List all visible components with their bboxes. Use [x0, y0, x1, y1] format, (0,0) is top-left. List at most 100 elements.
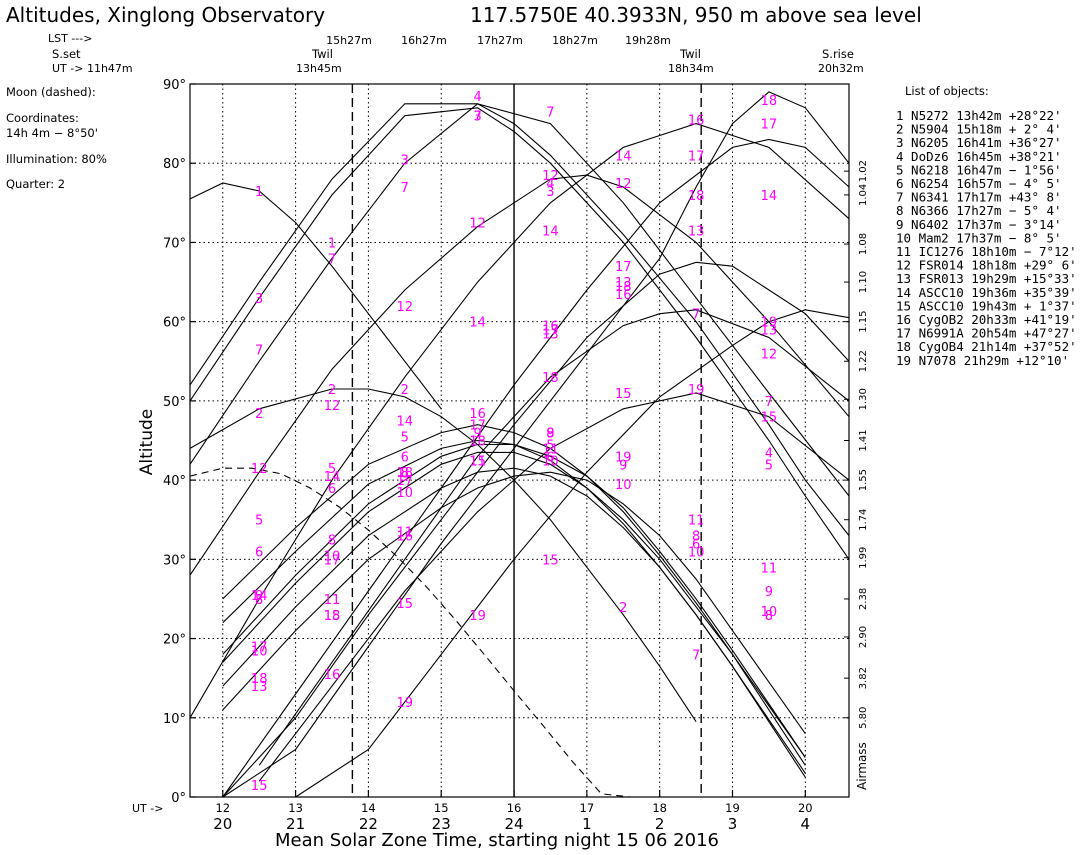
series-label-6: 6	[255, 545, 263, 560]
series-label-12: 12	[324, 399, 341, 414]
series-label-2: 2	[255, 407, 263, 422]
x-tick-label: 1	[582, 815, 592, 833]
series-label-18: 18	[251, 672, 268, 687]
x-tick-label: 2	[655, 815, 665, 833]
series-label-9: 9	[619, 458, 627, 473]
series-label-18: 18	[615, 280, 632, 295]
series-label-12: 12	[615, 177, 632, 192]
object-row: 15 ASCC10 19h43m + 1°37'	[896, 298, 1077, 313]
series-label-9: 9	[473, 427, 481, 442]
airmass-label: 2.90	[858, 626, 869, 648]
ut-top-label: UT -> 11h47m	[52, 62, 133, 75]
series-label-17: 17	[542, 324, 559, 339]
series-label-11: 11	[469, 454, 486, 469]
series-label-15: 15	[542, 553, 559, 568]
series-label-14: 14	[324, 470, 341, 485]
ut-tick-label: 19	[725, 801, 740, 815]
object-row: 14 ASCC10 19h36m +35°39'	[896, 285, 1077, 300]
series-label-6: 6	[328, 482, 336, 497]
series-label-16: 16	[688, 114, 705, 129]
moon-illumination: Illumination: 80%	[6, 152, 107, 166]
series-label-5: 5	[401, 431, 409, 446]
lst-tick-label: 19h28m	[625, 34, 671, 47]
series-label-1: 1	[328, 236, 336, 251]
moon-curve	[189, 467, 660, 798]
moon-coords-label: Coordinates:	[6, 111, 79, 125]
y-tick-label: 90°	[163, 78, 186, 93]
series-label-16: 16	[469, 407, 486, 422]
object-row: 9 N6402 17h37m − 3°14'	[896, 217, 1062, 232]
series-line-18	[222, 91, 850, 798]
series-label-14: 14	[397, 415, 414, 430]
object-row: 7 N6341 17h17m +43° 8'	[896, 190, 1062, 205]
y-tick-label: 10°	[163, 712, 186, 727]
x-tick-label: 22	[359, 815, 378, 833]
ut-tick-label: 14	[361, 801, 376, 815]
objects-title: List of objects:	[905, 84, 989, 98]
series-line-15	[258, 392, 850, 782]
srise-label: S.rise	[822, 47, 854, 61]
moon-line	[189, 467, 660, 798]
series-label-19: 19	[761, 316, 778, 331]
series-label-15: 15	[469, 454, 486, 469]
airmass-label: 1.02	[858, 160, 869, 182]
series-label-12: 12	[761, 347, 778, 362]
series-label-19: 19	[615, 450, 632, 465]
series-label-16: 16	[397, 530, 414, 545]
series-label-17: 17	[688, 149, 705, 164]
series-label-4: 4	[765, 446, 773, 461]
airmass-label: 1.99	[858, 547, 869, 569]
axes: 0°10°20°30°40°50°60°70°80°90°12201321142…	[132, 78, 869, 833]
series-label-9: 9	[765, 585, 773, 600]
series-label-7: 7	[473, 110, 481, 125]
airmass-label: 1.55	[858, 469, 869, 491]
series-label-12: 12	[397, 300, 414, 315]
series-label-7: 7	[692, 308, 700, 323]
series-label-14: 14	[469, 316, 486, 331]
series-label-7: 7	[692, 648, 700, 663]
series-label-8: 8	[328, 534, 336, 549]
series-label-1: 1	[255, 185, 263, 200]
series-line-3	[189, 107, 850, 560]
series-label-17: 17	[469, 419, 486, 434]
y-tick-label: 40°	[163, 474, 186, 489]
series-label-18: 18	[469, 435, 486, 450]
series-label-10: 10	[542, 454, 559, 469]
series-label-9: 9	[546, 427, 554, 442]
airmass-label: 1.41	[858, 429, 869, 451]
series-line-14	[189, 123, 850, 719]
series-label-16: 16	[615, 288, 632, 303]
series-label-16: 16	[542, 320, 559, 335]
series-line-10	[222, 467, 806, 774]
lst-tick-label: 16h27m	[401, 34, 447, 47]
series-line-9	[222, 443, 806, 758]
airmass-label: 1.04	[858, 184, 869, 206]
series-label-11: 11	[542, 442, 559, 457]
series-label-13: 13	[688, 225, 705, 240]
ut-tick-label: 16	[507, 801, 522, 815]
object-row: 19 N7078 21h29m +12°10'	[896, 353, 1069, 368]
object-row: 18 CygOB4 21h14m +37°52'	[896, 339, 1077, 354]
series-label-13: 13	[761, 324, 778, 339]
twil-right-label: Twil	[679, 47, 701, 61]
lst-tick-label: 17h27m	[477, 34, 523, 47]
series-label-2: 2	[619, 601, 627, 616]
twil-left-label: Twil	[311, 47, 333, 61]
objects-list: 1 N5272 13h42m +28°22' 2 N5904 15h18m + …	[896, 108, 1077, 368]
series-label-8: 8	[765, 609, 773, 624]
object-row: 11 IC1276 18h10m − 7°12'	[896, 244, 1077, 259]
series-label-7: 7	[546, 106, 554, 121]
chart-title: Altitudes, Xinglong Observatory	[6, 3, 325, 27]
ut-bottom-prefix: UT ->	[132, 802, 163, 815]
lst-tick-label: 18h27m	[552, 34, 598, 47]
series-label-15: 15	[761, 411, 778, 426]
series-label-13: 13	[542, 328, 559, 343]
series-label-5: 5	[765, 458, 773, 473]
ut-tick-label: 18	[652, 801, 667, 815]
series-label-15: 15	[324, 609, 341, 624]
series-label-3: 3	[255, 292, 263, 307]
object-row: 10 Mam2 17h37m − 8° 5'	[896, 230, 1062, 245]
moon-quarter: Quarter: 2	[6, 177, 65, 191]
y-tick-label: 50°	[163, 395, 186, 410]
airmass-label: 3.82	[858, 667, 869, 689]
